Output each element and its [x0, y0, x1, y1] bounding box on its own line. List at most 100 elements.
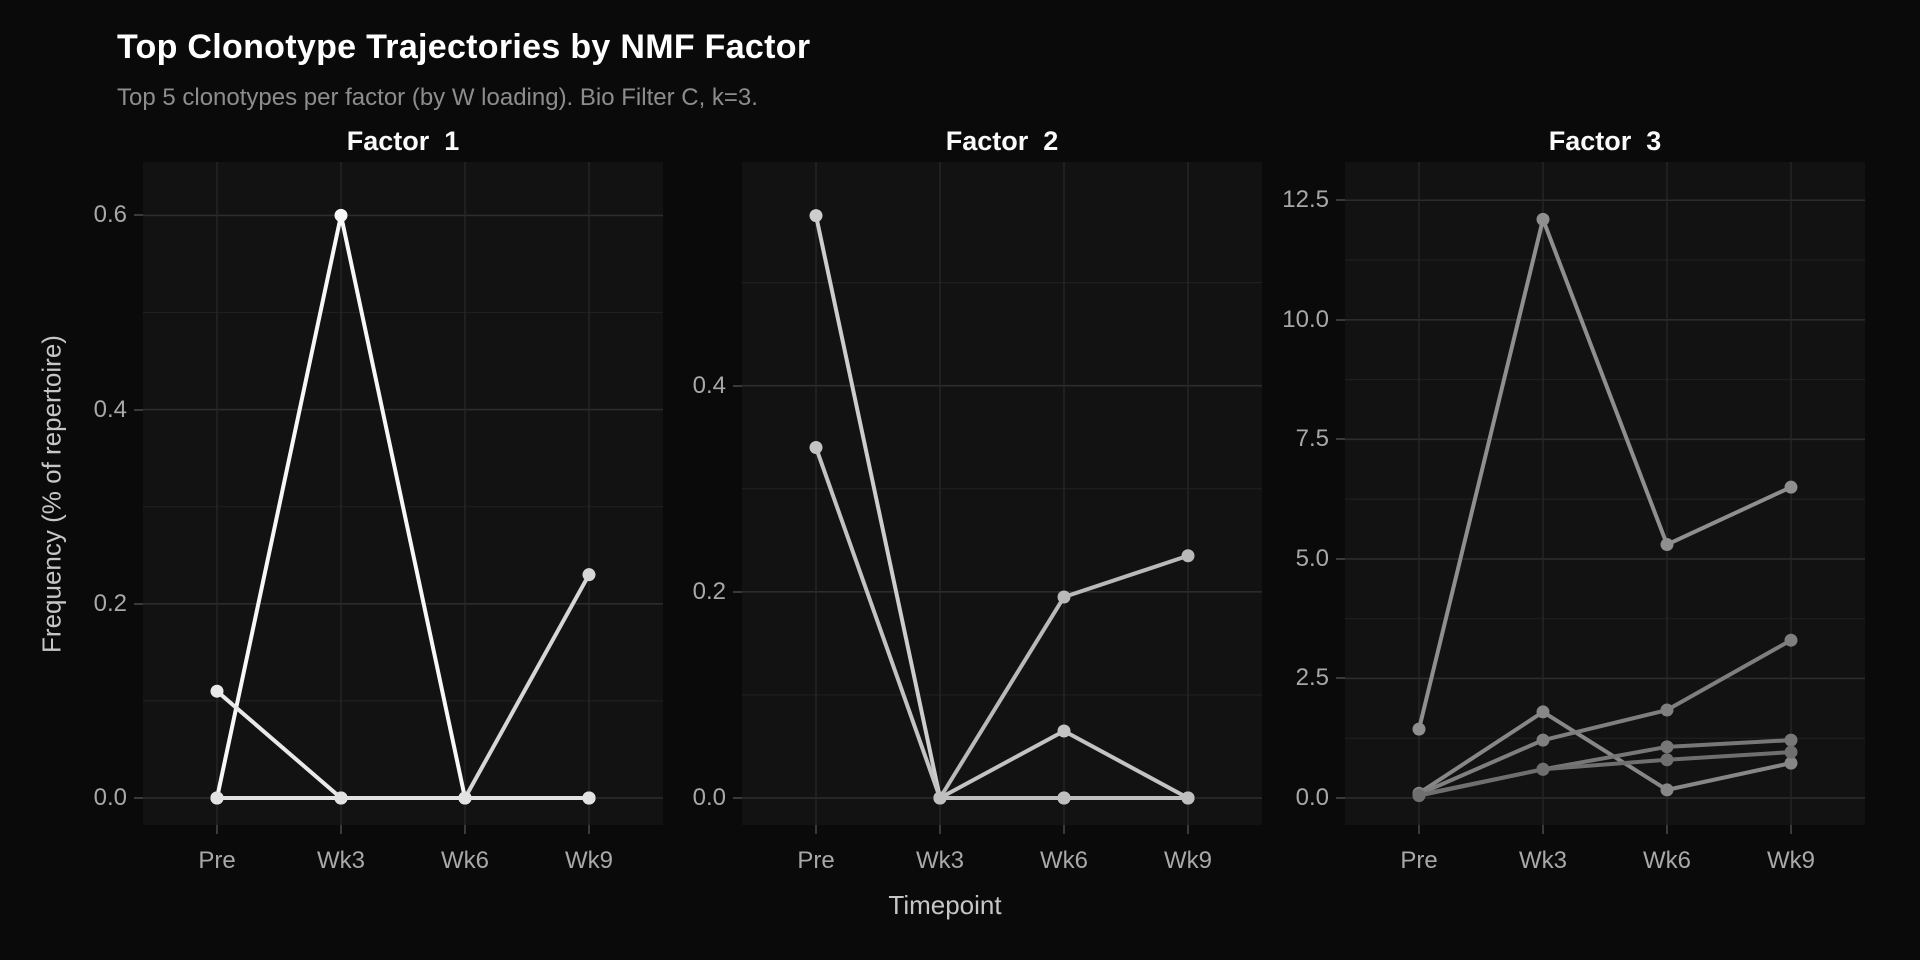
panel-plot-area [143, 162, 663, 825]
chart-subtitle: Top 5 clonotypes per factor (by W loadin… [117, 84, 758, 111]
x-tick-label: Wk3 [1519, 847, 1567, 874]
panel-background [143, 162, 663, 825]
x-tick-label: Wk6 [1040, 847, 1088, 874]
x-tick-mark [340, 825, 342, 834]
data-point [1412, 789, 1426, 803]
data-point [1181, 549, 1195, 563]
x-tick-label: Wk9 [1164, 847, 1212, 874]
data-point [1784, 756, 1798, 770]
y-tick-mark [134, 214, 143, 217]
x-tick-label: Pre [1400, 847, 1438, 874]
series-line [1417, 217, 1793, 732]
series-line [1417, 750, 1793, 798]
y-tick-mark [733, 797, 742, 799]
facet-strip-title: Factor 2 [945, 126, 1059, 156]
x-tick-mark [1666, 825, 1668, 834]
y-tick-label: 2.5 [1295, 664, 1329, 692]
data-point [334, 208, 348, 222]
x-tick-label: Wk9 [565, 847, 613, 874]
y-tick-label: 0.4 [692, 371, 726, 399]
data-point [1660, 703, 1674, 717]
data-point [1660, 740, 1674, 754]
data-point [582, 568, 596, 582]
series-line [814, 445, 1190, 800]
y-tick-mark [134, 602, 143, 605]
data-point [1057, 724, 1071, 738]
data-point [1660, 538, 1674, 552]
x-tick-label: Wk3 [916, 847, 964, 874]
data-point [1181, 791, 1195, 805]
x-tick-mark [1790, 825, 1792, 834]
data-point [1784, 633, 1798, 647]
chart-title: Top Clonotype Trajectories by NMF Factor [117, 28, 811, 66]
y-tick-mark [1336, 797, 1345, 799]
x-tick-label: Pre [797, 847, 835, 874]
y-tick-mark [1336, 318, 1345, 321]
y-tick-label: 0.0 [692, 784, 726, 811]
y-tick-mark [733, 590, 742, 593]
data-point [1057, 791, 1071, 805]
y-tick-mark [1336, 199, 1345, 202]
x-tick-mark [1418, 825, 1420, 834]
x-tick-mark [939, 825, 941, 834]
x-tick-mark [815, 825, 817, 834]
data-point [1536, 212, 1550, 226]
y-tick-label: 0.4 [93, 395, 127, 423]
x-tick-mark [464, 825, 466, 834]
x-tick-label: Wk9 [1767, 847, 1815, 874]
y-tick-mark [1336, 557, 1345, 560]
data-point [210, 791, 224, 805]
facet-panel [143, 162, 663, 825]
panel-plot-area [742, 162, 1262, 825]
data-point [809, 441, 823, 455]
y-tick-label: 10.0 [1282, 305, 1329, 333]
y-tick-label: 0.0 [1295, 784, 1329, 811]
data-point [1412, 722, 1426, 736]
data-point [809, 209, 823, 223]
x-tick-mark [588, 825, 590, 834]
data-point [1057, 590, 1071, 604]
data-point [1784, 480, 1798, 494]
y-tick-mark [733, 384, 742, 387]
y-tick-mark [1336, 438, 1345, 441]
y-tick-mark [134, 408, 143, 411]
data-point [1660, 753, 1674, 767]
data-point [1784, 733, 1798, 747]
data-point [933, 791, 947, 805]
series-line [1417, 638, 1793, 797]
data-point [1536, 705, 1550, 719]
x-tick-mark [1063, 825, 1065, 834]
panel-plot-area [1345, 162, 1865, 825]
y-tick-mark [134, 797, 143, 799]
x-tick-label: Wk6 [1643, 847, 1691, 874]
y-tick-label: 12.5 [1282, 186, 1329, 214]
x-tick-label: Wk3 [317, 847, 365, 874]
facet-panel [1345, 162, 1865, 825]
x-tick-mark [1187, 825, 1189, 834]
data-point [1536, 733, 1550, 747]
x-axis-title: Timepoint [888, 890, 1002, 920]
data-point [582, 791, 596, 805]
x-tick-label: Wk6 [441, 847, 489, 874]
facet-strip-title: Factor 3 [1548, 126, 1662, 156]
y-tick-mark [1336, 677, 1345, 680]
data-point [1660, 783, 1674, 797]
data-point [1784, 745, 1798, 759]
y-tick-label: 0.0 [93, 784, 127, 811]
x-tick-mark [216, 825, 218, 834]
y-tick-label: 7.5 [1295, 425, 1329, 453]
y-tick-label: 5.0 [1295, 544, 1329, 572]
x-tick-label: Pre [198, 847, 236, 874]
facet-panel [742, 162, 1262, 825]
series-line [1417, 709, 1793, 796]
y-tick-label: 0.2 [692, 577, 726, 605]
y-tick-label: 0.6 [93, 201, 127, 229]
panel-background [742, 162, 1262, 825]
data-point [210, 684, 224, 698]
x-tick-mark [1542, 825, 1544, 834]
y-tick-label: 0.2 [93, 589, 127, 617]
data-point [334, 791, 348, 805]
data-point [458, 791, 472, 805]
data-point [1536, 762, 1550, 776]
facet-strip-title: Factor 1 [346, 126, 460, 156]
